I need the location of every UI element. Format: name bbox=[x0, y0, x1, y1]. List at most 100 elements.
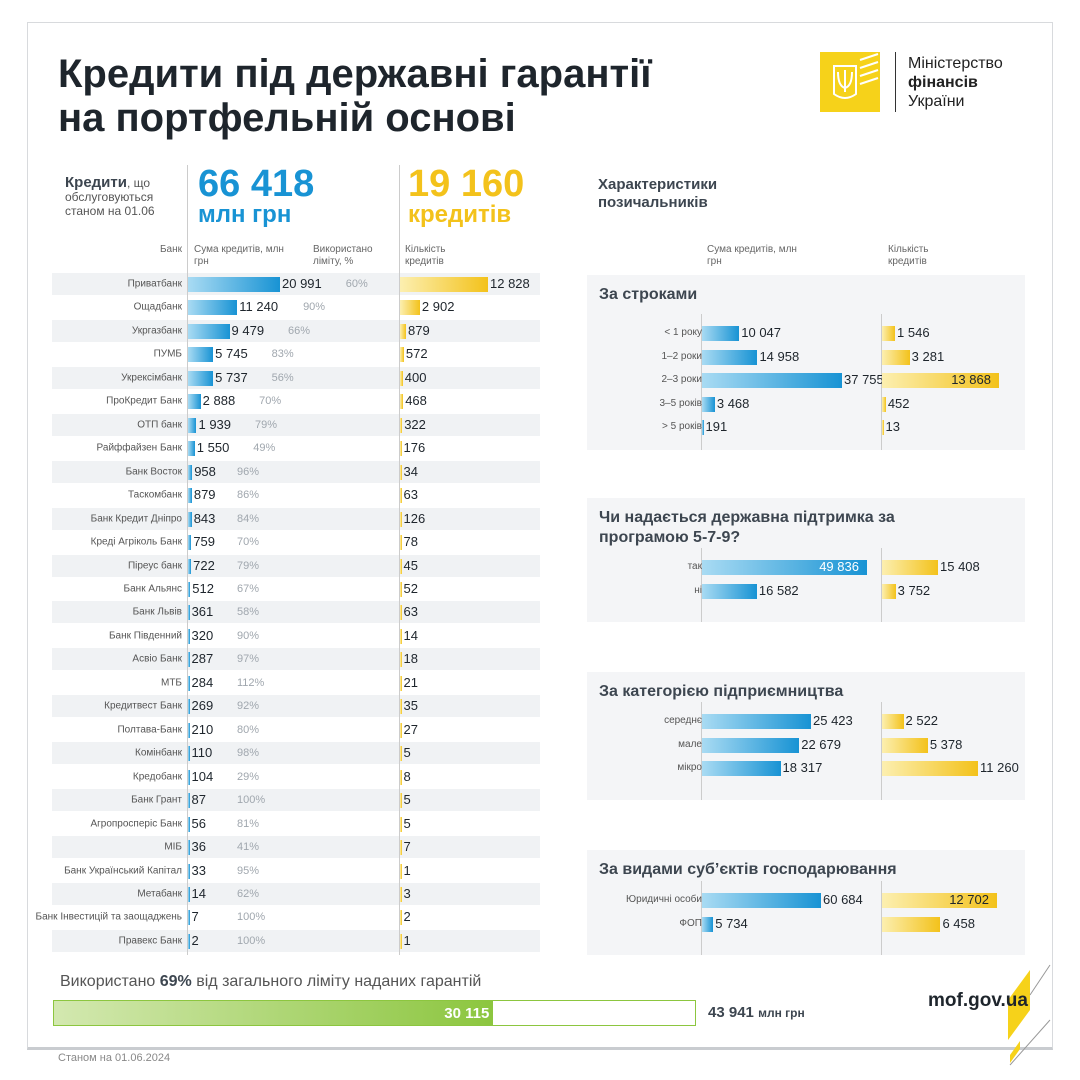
amount-value: 10 047 bbox=[741, 325, 782, 340]
count-bar bbox=[400, 675, 402, 691]
used-percent: 90% bbox=[237, 629, 260, 642]
amount-value: 287 bbox=[191, 651, 214, 667]
table-row: Метабанк 14 62% 3 bbox=[52, 882, 540, 905]
amount-value: 512 bbox=[192, 580, 214, 596]
count-bar bbox=[882, 420, 884, 435]
logo-divider bbox=[895, 52, 896, 112]
count-bar bbox=[400, 323, 407, 339]
amount-bar bbox=[188, 863, 190, 879]
count-bar bbox=[882, 560, 938, 575]
used-percent: 80% bbox=[237, 723, 260, 736]
count-value: 2 902 bbox=[421, 299, 455, 315]
loans-caption-rest: , що обслуговуються станом на 01.06 bbox=[65, 176, 155, 218]
used-percent: 66% bbox=[288, 324, 311, 337]
logo-line-2: фінансів bbox=[908, 74, 978, 91]
count-value: 6 458 bbox=[942, 915, 976, 931]
count-bar bbox=[400, 300, 420, 316]
bank-name: Банк Кредит Дніпро bbox=[90, 513, 182, 525]
table-row: Агропросперіс Банк 56 81% 5 bbox=[52, 813, 540, 835]
limit-progress-fill: 30 115 bbox=[54, 1001, 494, 1025]
amount-value: 5 737 bbox=[215, 369, 248, 385]
panel-row: 1–2 роки 14 958 3 281 bbox=[587, 346, 1025, 368]
amount-value: 5 734 bbox=[715, 915, 748, 931]
amount-bar bbox=[188, 300, 238, 316]
amount-bar bbox=[188, 793, 190, 809]
bank-name: ОТП банк bbox=[137, 419, 182, 431]
amount-bar bbox=[188, 441, 195, 457]
amount-bar bbox=[188, 699, 190, 715]
table-row: Таскомбанк 879 86% 63 bbox=[52, 484, 540, 506]
count-bar bbox=[400, 417, 403, 433]
count-value: 52 bbox=[403, 580, 418, 596]
count-value: 18 bbox=[403, 651, 418, 667]
amount-value: 759 bbox=[193, 534, 216, 550]
count-value: 322 bbox=[404, 416, 426, 432]
count-bar bbox=[400, 511, 402, 527]
bank-name: Банк Український Капітал bbox=[64, 865, 182, 876]
count-bar bbox=[400, 558, 402, 574]
amount-bar bbox=[188, 323, 230, 339]
table-row: Банк Восток 958 96% 34 bbox=[52, 460, 540, 483]
total-amount-unit: млн грн bbox=[198, 201, 292, 228]
count-value: 7 bbox=[403, 839, 411, 855]
count-bar bbox=[882, 583, 896, 599]
amount-value: 5 745 bbox=[215, 346, 248, 362]
amount-bar bbox=[702, 916, 714, 932]
row-label: 1–2 роки bbox=[661, 350, 702, 362]
count-value: 879 bbox=[408, 322, 430, 338]
panel-count-axis bbox=[881, 314, 882, 450]
limit-text-after: від загального ліміту наданих гарантій bbox=[191, 973, 482, 990]
used-percent: 67% bbox=[237, 582, 260, 595]
amount-bar bbox=[188, 347, 214, 363]
used-percent: 98% bbox=[237, 747, 260, 760]
count-value: 13 868 bbox=[951, 372, 991, 387]
panel-row: ФОП 5 734 6 458 bbox=[587, 913, 1025, 935]
limit-progress-bar: 30 115 bbox=[53, 1000, 696, 1026]
table-row: ПУМБ 5 745 83% 572 bbox=[52, 343, 540, 365]
count-value: 572 bbox=[405, 346, 428, 362]
count-bar bbox=[882, 737, 928, 753]
panel-4: За видами суб’єктів господарювання Юридич… bbox=[587, 850, 1025, 955]
ministry-name: Міністерство фінансів України bbox=[908, 54, 1003, 111]
bank-name: Полтава-Банк bbox=[117, 724, 182, 736]
amount-value: 60 684 bbox=[823, 892, 863, 907]
count-value: 45 bbox=[403, 557, 418, 573]
count-bar bbox=[400, 394, 404, 410]
used-percent: 83% bbox=[271, 348, 294, 361]
limit-percent: 69% bbox=[159, 973, 192, 990]
table-row: Кредитвест Банк 269 92% 35 bbox=[52, 695, 540, 718]
table-row: Банк Кредит Дніпро 843 84% 126 bbox=[52, 507, 540, 530]
count-bar bbox=[882, 373, 999, 388]
limit-used-value: 30 115 bbox=[444, 1005, 490, 1022]
amount-axis bbox=[187, 165, 188, 955]
count-value: 14 bbox=[403, 627, 418, 643]
loans-caption: Кредити, що обслуговуються станом на 01.… bbox=[65, 174, 185, 218]
total-amount: 66 418 bbox=[198, 163, 315, 205]
used-percent: 96% bbox=[237, 465, 260, 478]
panel-row: мале 22 679 5 378 bbox=[587, 734, 1025, 756]
table-row: Ощадбанк 11 240 90% 2 902 bbox=[52, 296, 540, 318]
bank-name: Приватбанк bbox=[127, 278, 182, 290]
bank-name: ПроКредит Банк bbox=[106, 395, 182, 407]
panel-amount-axis bbox=[701, 548, 702, 622]
amount-value: 722 bbox=[193, 557, 215, 573]
loans-caption-bold: Кредити bbox=[65, 174, 127, 191]
panel-title: Чи надається державна підтримка за прогр… bbox=[599, 509, 895, 546]
panel-row: ні 16 582 3 752 bbox=[587, 580, 1025, 602]
bank-name: Таскомбанк bbox=[128, 489, 182, 501]
row-label: мале bbox=[678, 738, 702, 750]
count-value: 21 bbox=[403, 674, 418, 690]
website-link[interactable]: mof.gov.ua bbox=[928, 990, 1028, 1011]
used-percent: 70% bbox=[259, 395, 282, 408]
amount-bar bbox=[188, 722, 190, 738]
bank-name: Піреус банк bbox=[127, 560, 182, 572]
used-percent: 92% bbox=[237, 700, 260, 713]
amount-value: 25 423 bbox=[813, 713, 853, 728]
count-value: 126 bbox=[403, 510, 426, 526]
amount-bar bbox=[702, 560, 867, 575]
amount-value: 1 939 bbox=[198, 416, 232, 432]
count-bar bbox=[400, 769, 402, 785]
table-row: Кредобанк 104 29% 8 bbox=[52, 766, 540, 788]
count-value: 5 bbox=[403, 815, 411, 831]
amount-bar bbox=[188, 581, 191, 597]
